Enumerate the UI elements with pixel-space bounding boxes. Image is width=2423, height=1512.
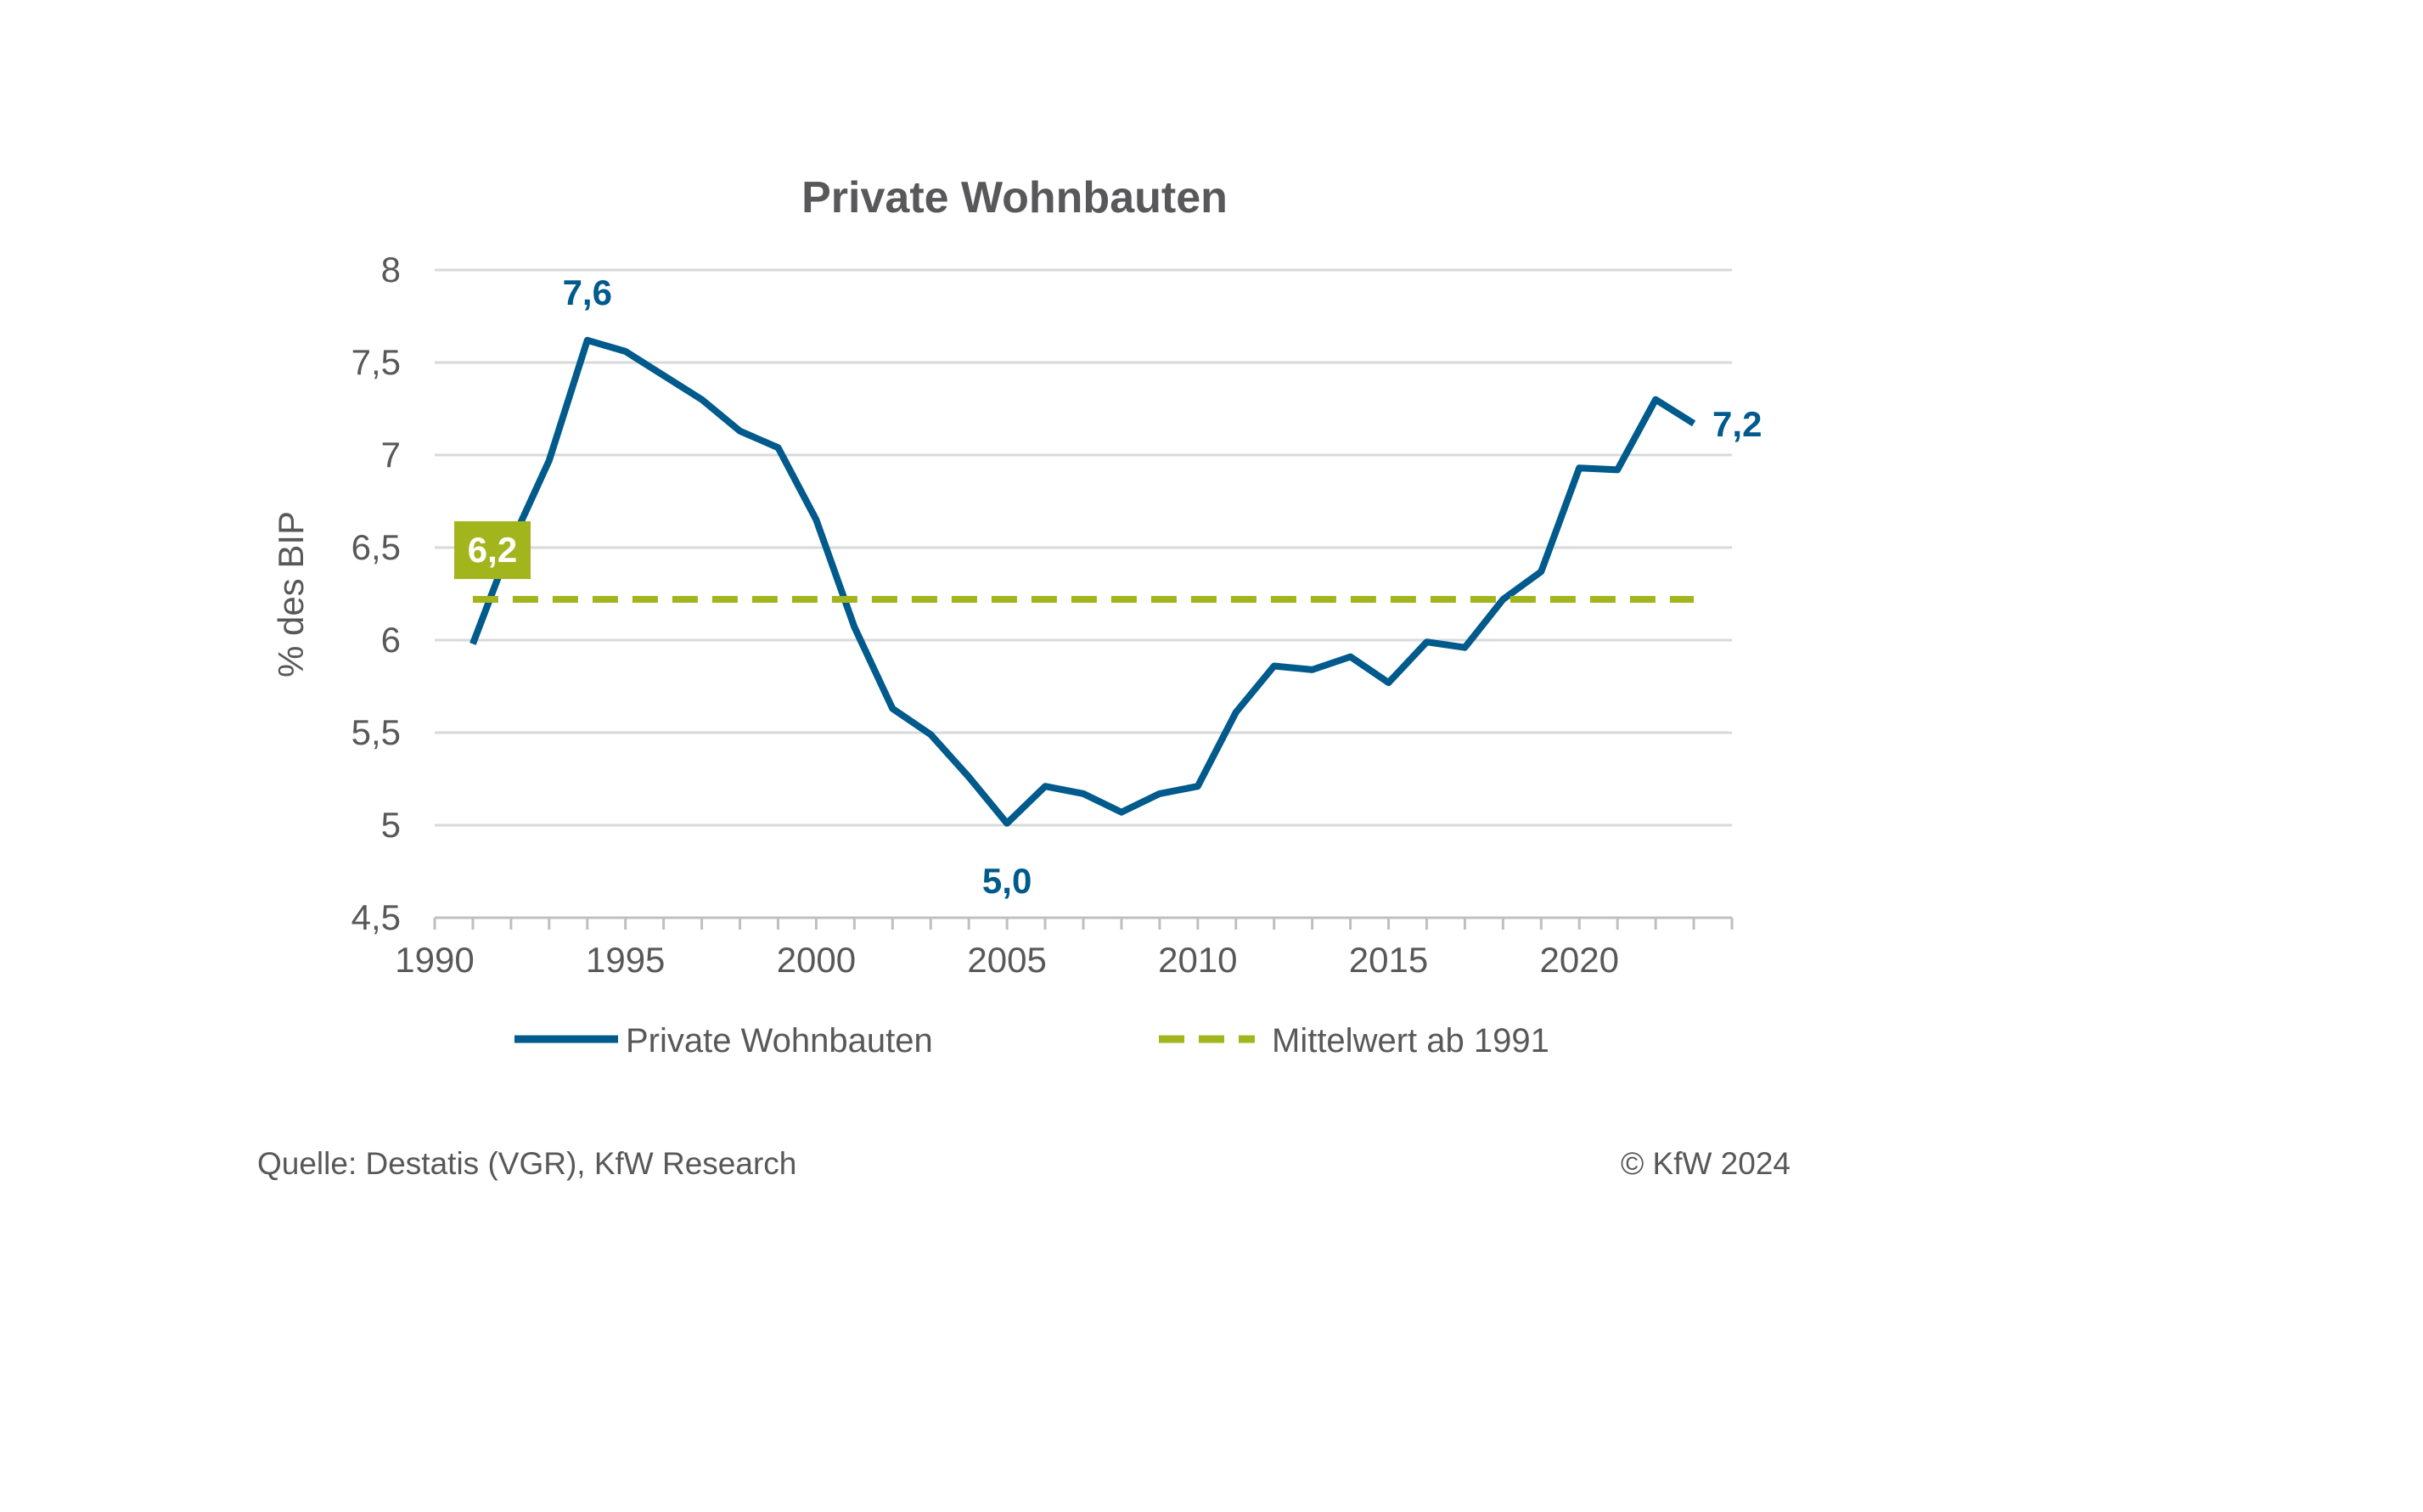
y-tick-label: 6 [381,620,401,660]
x-tick-label: 1990 [395,940,474,980]
y-tick-label: 5,5 [351,712,401,752]
y-tick-label: 7 [381,435,401,475]
mean-value-label-box [454,521,531,579]
mean-value-label: 6,2 [468,530,517,570]
y-tick-label: 7,5 [351,342,401,382]
x-tick-label: 2010 [1158,940,1237,980]
x-tick-label: 2015 [1349,940,1428,980]
data-label: 7,6 [563,273,612,312]
data-label: 7,2 [1712,404,1762,444]
x-tick-label: 2005 [967,940,1046,980]
copyright-note: © KfW 2024 [1620,1146,1791,1181]
x-tick-label: 1995 [586,940,665,980]
x-tick-label: 2000 [777,940,856,980]
y-tick-label: 5 [381,805,401,845]
y-tick-label: 6,5 [351,527,401,567]
legend-label-private-wohnbauten: Private Wohnbauten [626,1022,933,1060]
y-tick-label: 8 [381,250,401,289]
source-note: Quelle: Destatis (VGR), KfW Research [257,1146,797,1181]
y-tick-label: 4,5 [351,897,401,937]
legend-label-mittelwert: Mittelwert ab 1991 [1272,1022,1549,1060]
series-line-0 [469,336,1696,827]
chart-title: Private Wohnbauten [801,173,1228,222]
data-label: 5,0 [982,861,1032,901]
y-axis-label: % des BIP [271,511,311,677]
x-tick-label: 2020 [1540,940,1619,980]
